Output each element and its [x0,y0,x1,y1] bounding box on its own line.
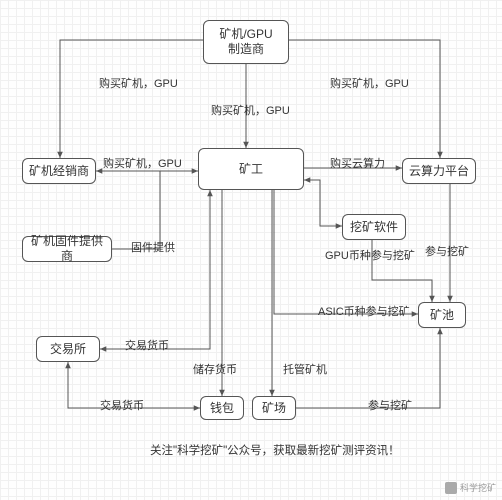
edge-mfr-cloud [289,40,440,158]
node-cloudhash: 云算力平台 [402,158,476,184]
node-wallet: 钱包 [200,396,244,420]
edge-label-mfr-cloud: 购买矿机，GPU [330,78,409,91]
node-exchange: 交易所 [36,336,100,362]
edge-firmware-miner [112,171,198,249]
watermark-text: 科学挖矿 [460,481,496,494]
node-firmware: 矿机固件提供商 [22,236,112,262]
edge-label-cloud-pool: 参与挖矿 [425,246,469,259]
edge-miner-software [304,180,342,226]
edge-label-firmware-miner: 固件提供 [131,242,175,255]
edge-mfr-reseller [60,40,203,158]
edge-label-mfr-miner: 购买矿机，GPU [211,105,290,118]
edge-label-miner-wallet: 储存货币 [193,364,237,377]
edge-label-farm-pool: 参与挖矿 [368,400,412,413]
node-pool: 矿池 [418,302,466,328]
edge-miner-exch [100,190,210,349]
watermark-icon [445,482,457,494]
watermark: 科学挖矿 [445,481,496,494]
diagram-canvas: 矿机/GPU 制造商 矿机经销商 矿机固件提供商 矿工 云算力平台 挖矿软件 矿… [0,0,502,500]
edge-label-miner-farm: 托管矿机 [283,364,327,377]
node-reseller: 矿机经销商 [22,158,96,184]
node-miner: 矿工 [198,148,304,190]
edge-label-wallet-exch: 交易货币 [100,400,144,413]
footer-text: 关注"科学挖矿"公众号，获取最新挖矿测评资讯！ [150,442,400,458]
node-farm: 矿场 [252,396,296,420]
node-software: 挖矿软件 [342,214,406,240]
edge-label-reseller-miner: 购买矿机，GPU [103,158,182,171]
edge-label-software-pool: GPU币种参与挖矿 [325,250,415,263]
edge-label-miner-exch: 交易货币 [125,340,169,353]
edge-label-mfr-reseller: 购买矿机，GPU [99,78,178,91]
edge-label-miner-cloud: 购买云算力 [330,158,385,171]
edge-label-miner-pool: ASIC币种参与挖矿 [318,306,410,319]
node-manufacturer: 矿机/GPU 制造商 [203,20,289,64]
